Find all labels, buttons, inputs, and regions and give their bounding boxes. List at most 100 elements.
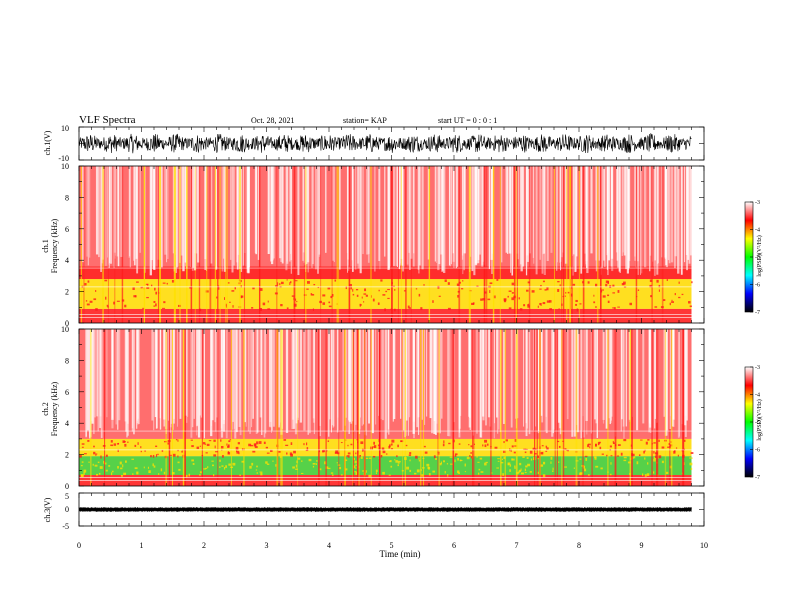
ch2-spectrogram-speckle <box>691 457 693 459</box>
ch1-spectrogram-white-streak <box>685 166 688 256</box>
ch1-spectrogram-speckle <box>612 307 614 309</box>
ch1-spectrogram-speckle <box>328 305 332 308</box>
ch2-spectrogram-speckle <box>81 443 85 445</box>
ch2-spectrogram-speckle <box>340 474 343 476</box>
ch2-spectrogram-speckle <box>396 455 398 458</box>
ch2-spectrogram-speckle <box>409 459 411 462</box>
ch1-spectrogram-sferic <box>179 166 181 323</box>
ch1-spectrogram-sferic <box>107 166 109 323</box>
ch1-spectrogram-speckle <box>527 281 530 284</box>
ch2-spectrogram-speckle <box>683 439 686 442</box>
ch2-spectrogram-white-streak <box>669 329 671 417</box>
ch1-spectrogram-white-streak <box>621 166 623 256</box>
ch2-spectrogram-white-streak <box>251 329 253 428</box>
ch2-spectrogram-speckle <box>457 457 460 461</box>
ch1-spectrogram-white-streak <box>625 166 628 270</box>
ch2-spectrogram-speckle <box>372 446 375 448</box>
ch2-spectrogram-speckle <box>164 455 168 459</box>
ch1-spectrogram-speckle <box>489 282 493 285</box>
ch1-spectrogram-band-yellow <box>79 279 692 309</box>
ch2-spectrogram-white-streak <box>576 329 579 433</box>
ch2-spectrogram-sferic <box>344 329 346 486</box>
ch1-spectrogram-white-streak <box>161 166 163 268</box>
ch2-spectrogram-speckle <box>373 445 377 449</box>
ch2-spectrogram-white-streak <box>654 329 657 419</box>
ch2-spectrogram-speckle <box>136 471 139 475</box>
ch1-spectrogram-speckle <box>280 281 284 285</box>
ch2-spectrogram-speckle <box>405 444 408 447</box>
ch2-spectrogram-speckle <box>359 455 361 457</box>
ch1-spectrogram-speckle <box>267 300 269 303</box>
ch2-spectrogram-white-streak <box>590 329 592 434</box>
ch2-spectrogram-speckle <box>190 439 193 441</box>
ch1-spectrogram-white-streak <box>120 166 123 257</box>
time-axis-tick-label: 10 <box>700 541 708 550</box>
ch2-spectrogram-speckle <box>81 446 84 448</box>
ch1-spectrogram-speckle <box>656 279 659 283</box>
ch2-spectrogram-speckle <box>526 457 529 460</box>
ch2-spectrogram-sferic <box>184 329 186 486</box>
ch2-spectrogram-band-green <box>79 456 692 476</box>
ch1-spectrogram-white-streak <box>461 166 464 260</box>
ch1-spectrogram-speckle <box>578 303 582 305</box>
ch1-spectrogram-speckle <box>251 307 254 309</box>
ch2-spectrogram-speckle <box>110 440 113 443</box>
ch2-spectrogram-speckle <box>397 464 400 467</box>
ch1-spectrogram-white-streak <box>560 166 562 271</box>
ch2-spectrogram-white-streak <box>426 329 428 417</box>
ch2-spectrogram-speckle <box>346 455 348 457</box>
ch1-spectrogram-speckle <box>423 284 425 286</box>
ch1-spectrogram-sferic <box>186 166 188 323</box>
ch1-spectrogram-image <box>79 166 693 323</box>
ch1-spectrogram-speckle <box>605 280 609 283</box>
ch2-spectrogram-speckle <box>290 442 293 445</box>
ch2-spectrogram-speckle <box>408 454 412 456</box>
ch2-spectrogram-speckle <box>514 466 516 469</box>
ch1-spectrogram-white-streak <box>192 166 195 268</box>
ch2-spectrogram-speckle <box>415 455 418 459</box>
ch2-spectrogram-speckle <box>143 466 145 469</box>
ch2-spectrogram-speckle <box>552 470 554 472</box>
ch1-spectrogram-white-streak <box>471 166 474 272</box>
ch1-spectrogram-white-streak <box>595 166 598 272</box>
ch2-spectrogram-white-streak <box>210 329 213 437</box>
ch1-spectrogram-white-streak <box>436 166 438 263</box>
ch2-spectrogram-speckle <box>108 465 111 467</box>
time-axis-tick-label: 6 <box>452 541 456 550</box>
ch2-spectrogram-speckle <box>664 439 667 442</box>
ch1-waveform-panel: 10 -10 ch.1(V) <box>43 124 705 163</box>
ch2-spectrogram-speckle <box>171 472 175 475</box>
ch1-spectrogram-white-streak <box>149 166 152 276</box>
ch1-spectrogram-speckle <box>294 298 297 301</box>
ch1-spectrogram-speckle <box>303 294 307 296</box>
ch2-spectrogram-speckle <box>503 456 506 460</box>
ch1-spectrogram-speckle <box>461 280 464 282</box>
ch1-spectrogram-white-streak <box>603 166 605 261</box>
ch1-spectrogram-sferic <box>336 166 339 323</box>
ch1-spectrogram-white-streak <box>116 166 119 257</box>
ch1-spectrogram-speckle <box>593 301 596 304</box>
ch2-spectrogram-speckle <box>177 439 179 442</box>
ch2-spectrogram-speckle <box>191 459 194 462</box>
ch1-spectrogram-white-streak <box>649 166 652 256</box>
ch2-spectrogram-speckle <box>546 447 549 450</box>
ch1-spectrogram-sferic <box>468 166 470 323</box>
ch2-spectrogram-white-streak <box>232 329 234 430</box>
ch2-spectrogram-sferic <box>172 329 174 486</box>
ch1-spectrogram-speckle <box>234 287 236 290</box>
ch2-spectrogram-white-streak <box>625 329 627 427</box>
ch2-spectrogram-white-streak <box>368 329 370 424</box>
ch1-spectrogram-white-streak <box>240 166 243 272</box>
ch2-spectrogram-white-streak <box>545 329 548 434</box>
ch2-spectrogram-speckle <box>295 464 298 468</box>
ch1-colorbar-tick-label: -3 <box>755 200 760 206</box>
ch1-spectrogram-speckle <box>617 306 620 308</box>
ch1-spectrogram-speckle <box>572 283 576 286</box>
ch2-spectrogram-speckle <box>644 457 646 460</box>
ch1-spectrogram-white-streak <box>661 166 663 258</box>
ch2-spectrogram-speckle <box>228 444 230 448</box>
ch1-spectrogram-white-streak <box>166 166 168 263</box>
ch2-spectrogram-white-streak <box>664 329 668 436</box>
ch1-spectrogram-white-streak <box>481 166 484 265</box>
ch2-spectrogram-speckle <box>226 443 228 446</box>
